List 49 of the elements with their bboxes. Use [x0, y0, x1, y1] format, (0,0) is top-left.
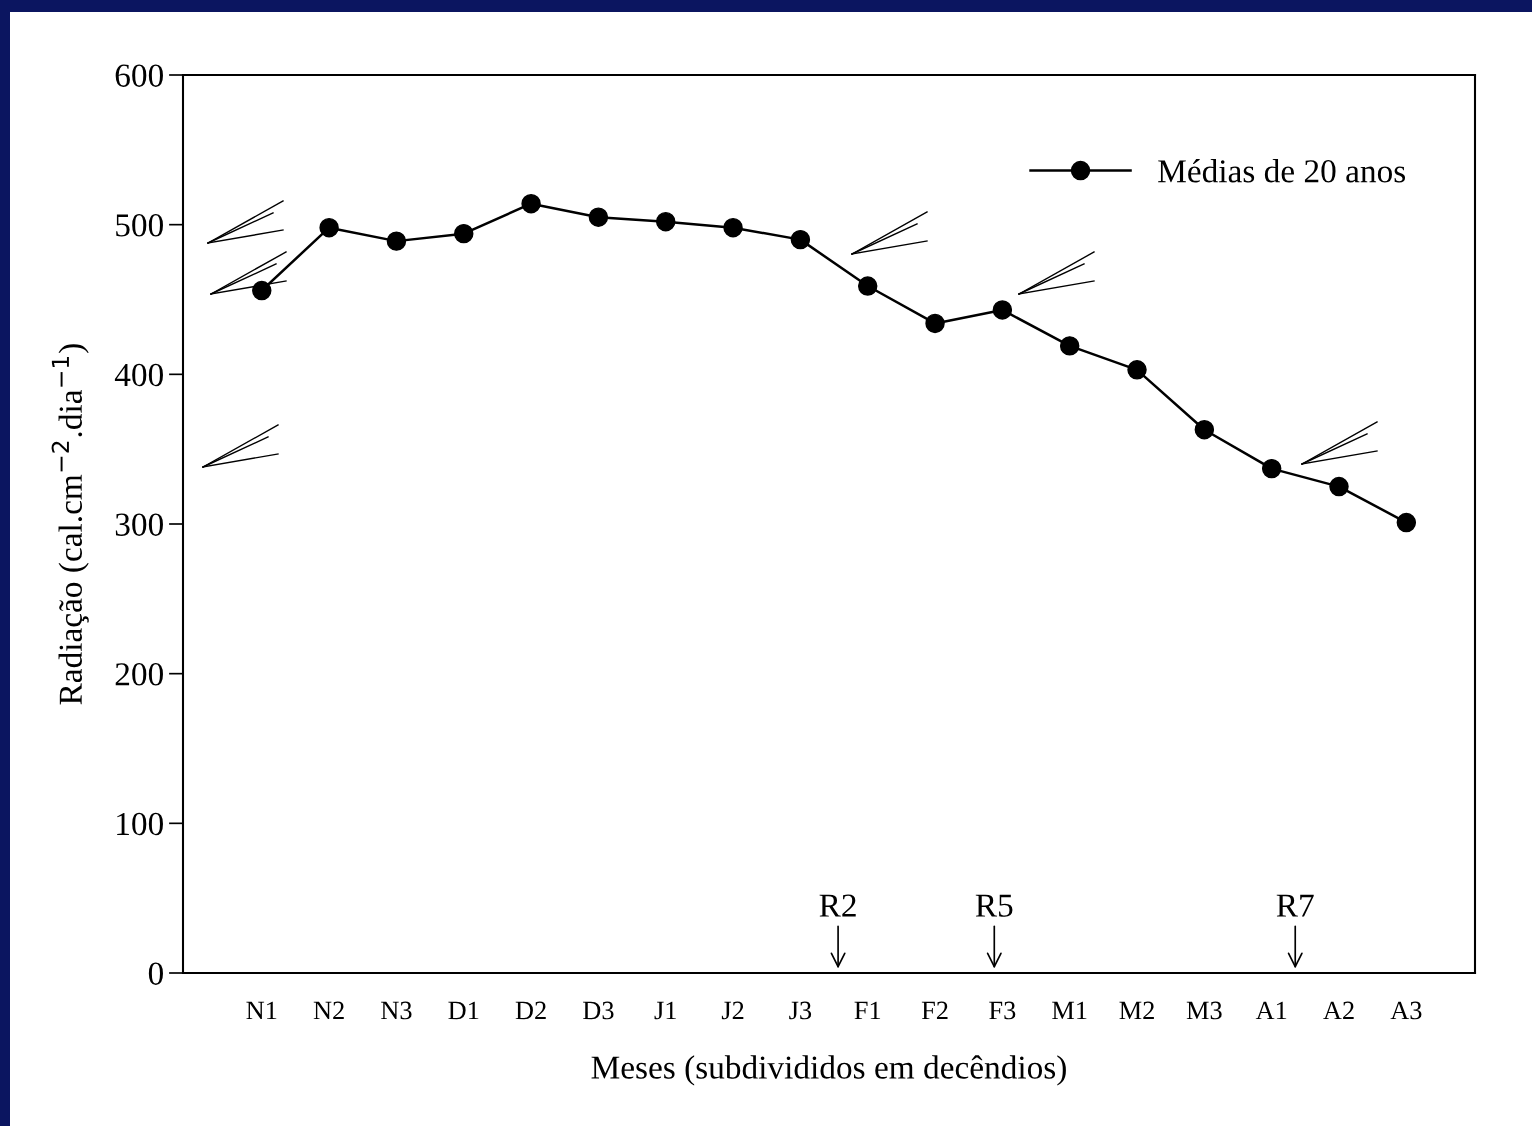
point — [1194, 419, 1215, 440]
y-tick-label: 100 — [117, 812, 163, 836]
point — [1127, 360, 1147, 380]
point — [386, 231, 407, 251]
point — [252, 280, 272, 301]
x-tick-label: F1 — [854, 1001, 881, 1020]
x-tick-label: J3 — [789, 1001, 812, 1020]
x-tick-label: M1 — [1052, 1001, 1087, 1020]
point — [992, 300, 1013, 320]
y-tick-label: 300 — [115, 513, 163, 536]
point — [1261, 458, 1282, 479]
x-tick-label: D3 — [583, 1001, 614, 1020]
x-tick-label: M2 — [1119, 1001, 1154, 1020]
point — [723, 217, 743, 238]
legend-label: Médias de 20 anos — [1158, 159, 1406, 183]
y-tick-label: 0 — [148, 962, 163, 985]
x-tick-label: A2 — [1323, 1001, 1354, 1020]
x-tick-label: N3 — [381, 1001, 412, 1020]
point — [790, 229, 811, 250]
x-tick-label: M3 — [1186, 1001, 1222, 1020]
x-tick-label: N1 — [246, 1001, 277, 1020]
x-tick-label: J2 — [721, 1001, 744, 1020]
annotation: R5 — [975, 894, 1013, 917]
y-tick-label: 600 — [115, 64, 163, 87]
x-tick-label: D1 — [448, 1001, 479, 1020]
point — [925, 313, 945, 334]
point — [319, 217, 339, 238]
point — [1329, 476, 1349, 497]
point — [521, 193, 541, 214]
x-tick-label: A1 — [1255, 1001, 1287, 1020]
annotation: R7 — [1276, 894, 1314, 917]
y-axis-title: Radiação (cal.cm$^{−2}$.dia$^{−1}$) — [51, 344, 89, 705]
x-tick-label: N2 — [313, 1001, 344, 1020]
x-tick-label: F3 — [989, 1001, 1016, 1020]
point — [656, 211, 676, 232]
point — [857, 276, 878, 296]
y-tick-label: 200 — [115, 663, 163, 686]
y-tick-label: 400 — [114, 363, 163, 387]
x-tick-label: D2 — [515, 1001, 546, 1020]
y-tick-label: 500 — [116, 214, 163, 237]
x-tick-label: J1 — [654, 1001, 676, 1020]
point — [1059, 336, 1080, 356]
point — [1396, 512, 1417, 533]
x-axis-title: Meses (subdivididos em decêndios) — [591, 1055, 1066, 1086]
point — [588, 207, 609, 227]
x-tick-label: F2 — [921, 1001, 948, 1020]
x-tick-label: A3 — [1390, 1001, 1422, 1020]
point — [454, 223, 474, 244]
annotation: R2 — [819, 894, 856, 917]
